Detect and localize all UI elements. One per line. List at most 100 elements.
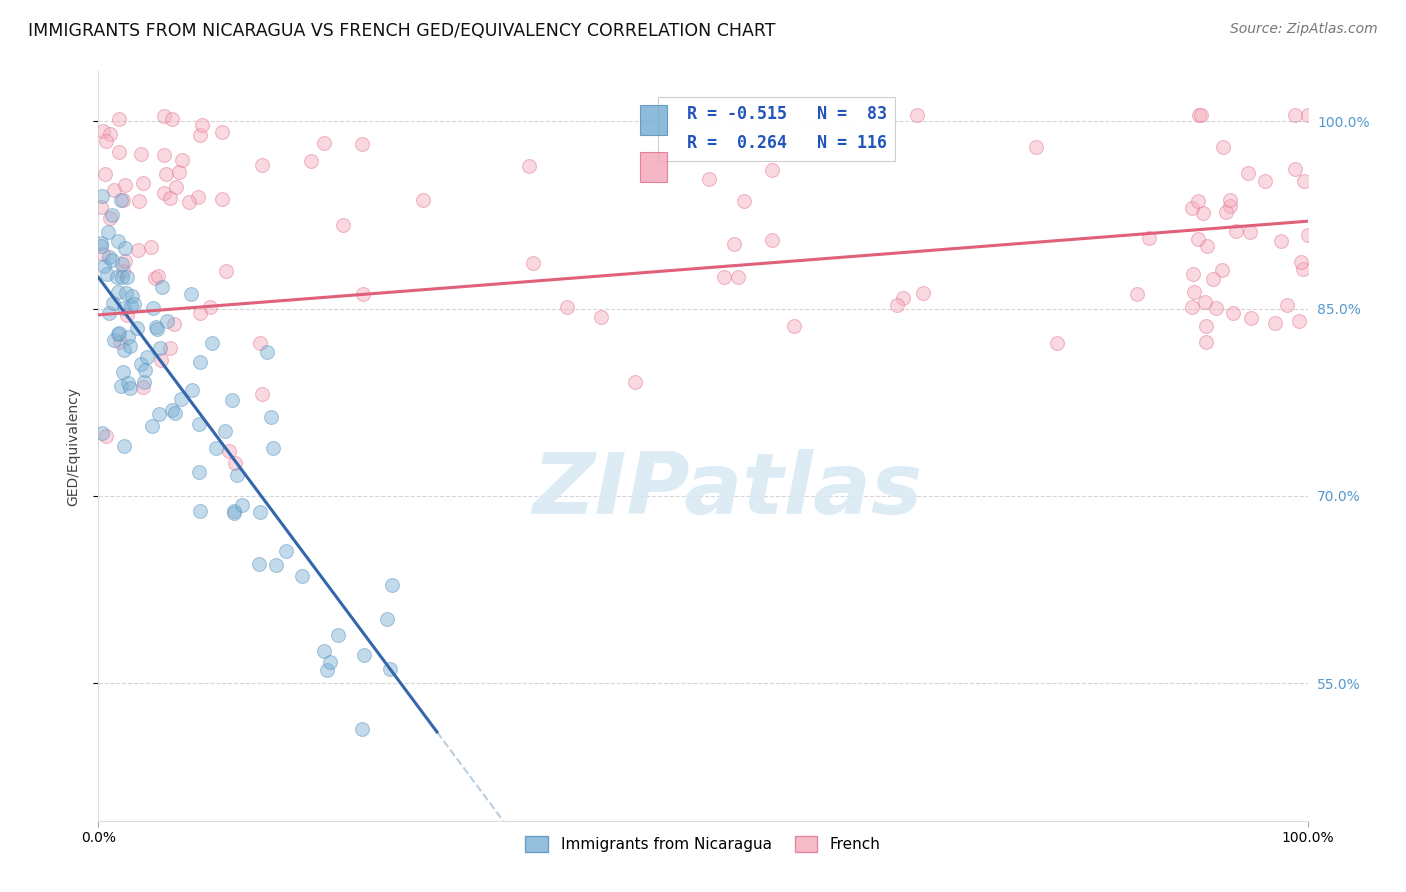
Point (886, 298, 908, 312)
Point (377, 612, 399, 626)
Point (108, 112, 131, 126)
Text: Source: ZipAtlas.com: Source: ZipAtlas.com (1230, 22, 1378, 37)
Point (132, 380, 155, 394)
Point (1187, 232, 1209, 246)
Point (905, 108, 928, 122)
Point (186, 190, 208, 204)
Point (1182, 268, 1205, 282)
Point (1181, 201, 1204, 215)
Point (90, 235, 112, 250)
Point (163, 318, 186, 332)
Point (98, 211, 121, 226)
Point (1222, 306, 1244, 320)
Point (1219, 194, 1241, 208)
Point (97, 250, 120, 264)
Point (761, 163, 783, 178)
Point (247, 557, 270, 571)
Point (115, 285, 138, 300)
Point (91, 246, 114, 260)
Point (256, 344, 278, 359)
Point (1225, 223, 1247, 237)
Point (723, 237, 745, 252)
Point (159, 342, 181, 356)
Point (152, 186, 174, 201)
Point (312, 644, 335, 658)
Point (188, 128, 211, 143)
Point (201, 336, 224, 351)
Point (107, 235, 129, 249)
Point (1275, 298, 1298, 312)
Point (312, 136, 335, 151)
Point (378, 662, 401, 676)
Point (274, 544, 297, 558)
Point (134, 363, 156, 377)
Point (891, 291, 914, 305)
Point (1195, 238, 1218, 252)
Point (211, 192, 233, 206)
Point (90, 189, 112, 203)
Point (96, 268, 118, 282)
Point (160, 403, 183, 417)
Point (1188, 108, 1211, 122)
Point (191, 118, 214, 132)
Y-axis label: GED/Equivalency: GED/Equivalency (66, 386, 80, 506)
Point (249, 505, 271, 519)
Point (103, 334, 125, 348)
Point (218, 443, 240, 458)
Point (381, 578, 404, 592)
Point (1292, 261, 1315, 276)
Point (1264, 316, 1286, 330)
Point (129, 357, 152, 371)
Point (107, 285, 129, 300)
Point (172, 153, 194, 168)
Point (188, 306, 211, 320)
Point (153, 110, 176, 124)
Point (94, 167, 117, 181)
Point (98, 127, 121, 141)
Point (103, 183, 125, 197)
Point (111, 365, 134, 379)
Point (181, 383, 204, 397)
Point (107, 145, 129, 160)
Point (90, 239, 112, 253)
Point (813, 126, 835, 140)
Point (1292, 173, 1315, 187)
Point (170, 392, 193, 406)
Point (224, 456, 246, 470)
Point (412, 193, 434, 207)
Point (332, 219, 354, 233)
Point (1237, 166, 1260, 180)
Point (153, 148, 176, 162)
Point (110, 379, 132, 393)
Point (299, 154, 322, 169)
Point (118, 338, 141, 352)
Point (121, 288, 143, 302)
Point (221, 393, 243, 408)
Point (1296, 228, 1319, 243)
Point (198, 300, 221, 314)
Point (169, 164, 191, 178)
Point (188, 354, 211, 368)
Legend: Immigrants from Nicaragua, French: Immigrants from Nicaragua, French (519, 830, 887, 858)
Point (1215, 205, 1237, 219)
Point (1126, 286, 1149, 301)
Point (727, 270, 749, 285)
Point (98, 306, 121, 320)
Point (783, 319, 806, 334)
Point (135, 350, 157, 364)
Point (146, 322, 169, 336)
Point (1288, 314, 1310, 328)
Point (165, 406, 187, 420)
Point (112, 439, 135, 453)
Point (226, 468, 249, 483)
Point (90, 425, 112, 440)
Point (114, 178, 136, 192)
Point (624, 376, 647, 390)
Point (1195, 319, 1218, 334)
Point (107, 326, 129, 341)
Point (1139, 231, 1161, 245)
Point (260, 410, 283, 425)
Point (143, 271, 166, 285)
Point (156, 314, 179, 328)
Point (111, 270, 134, 285)
